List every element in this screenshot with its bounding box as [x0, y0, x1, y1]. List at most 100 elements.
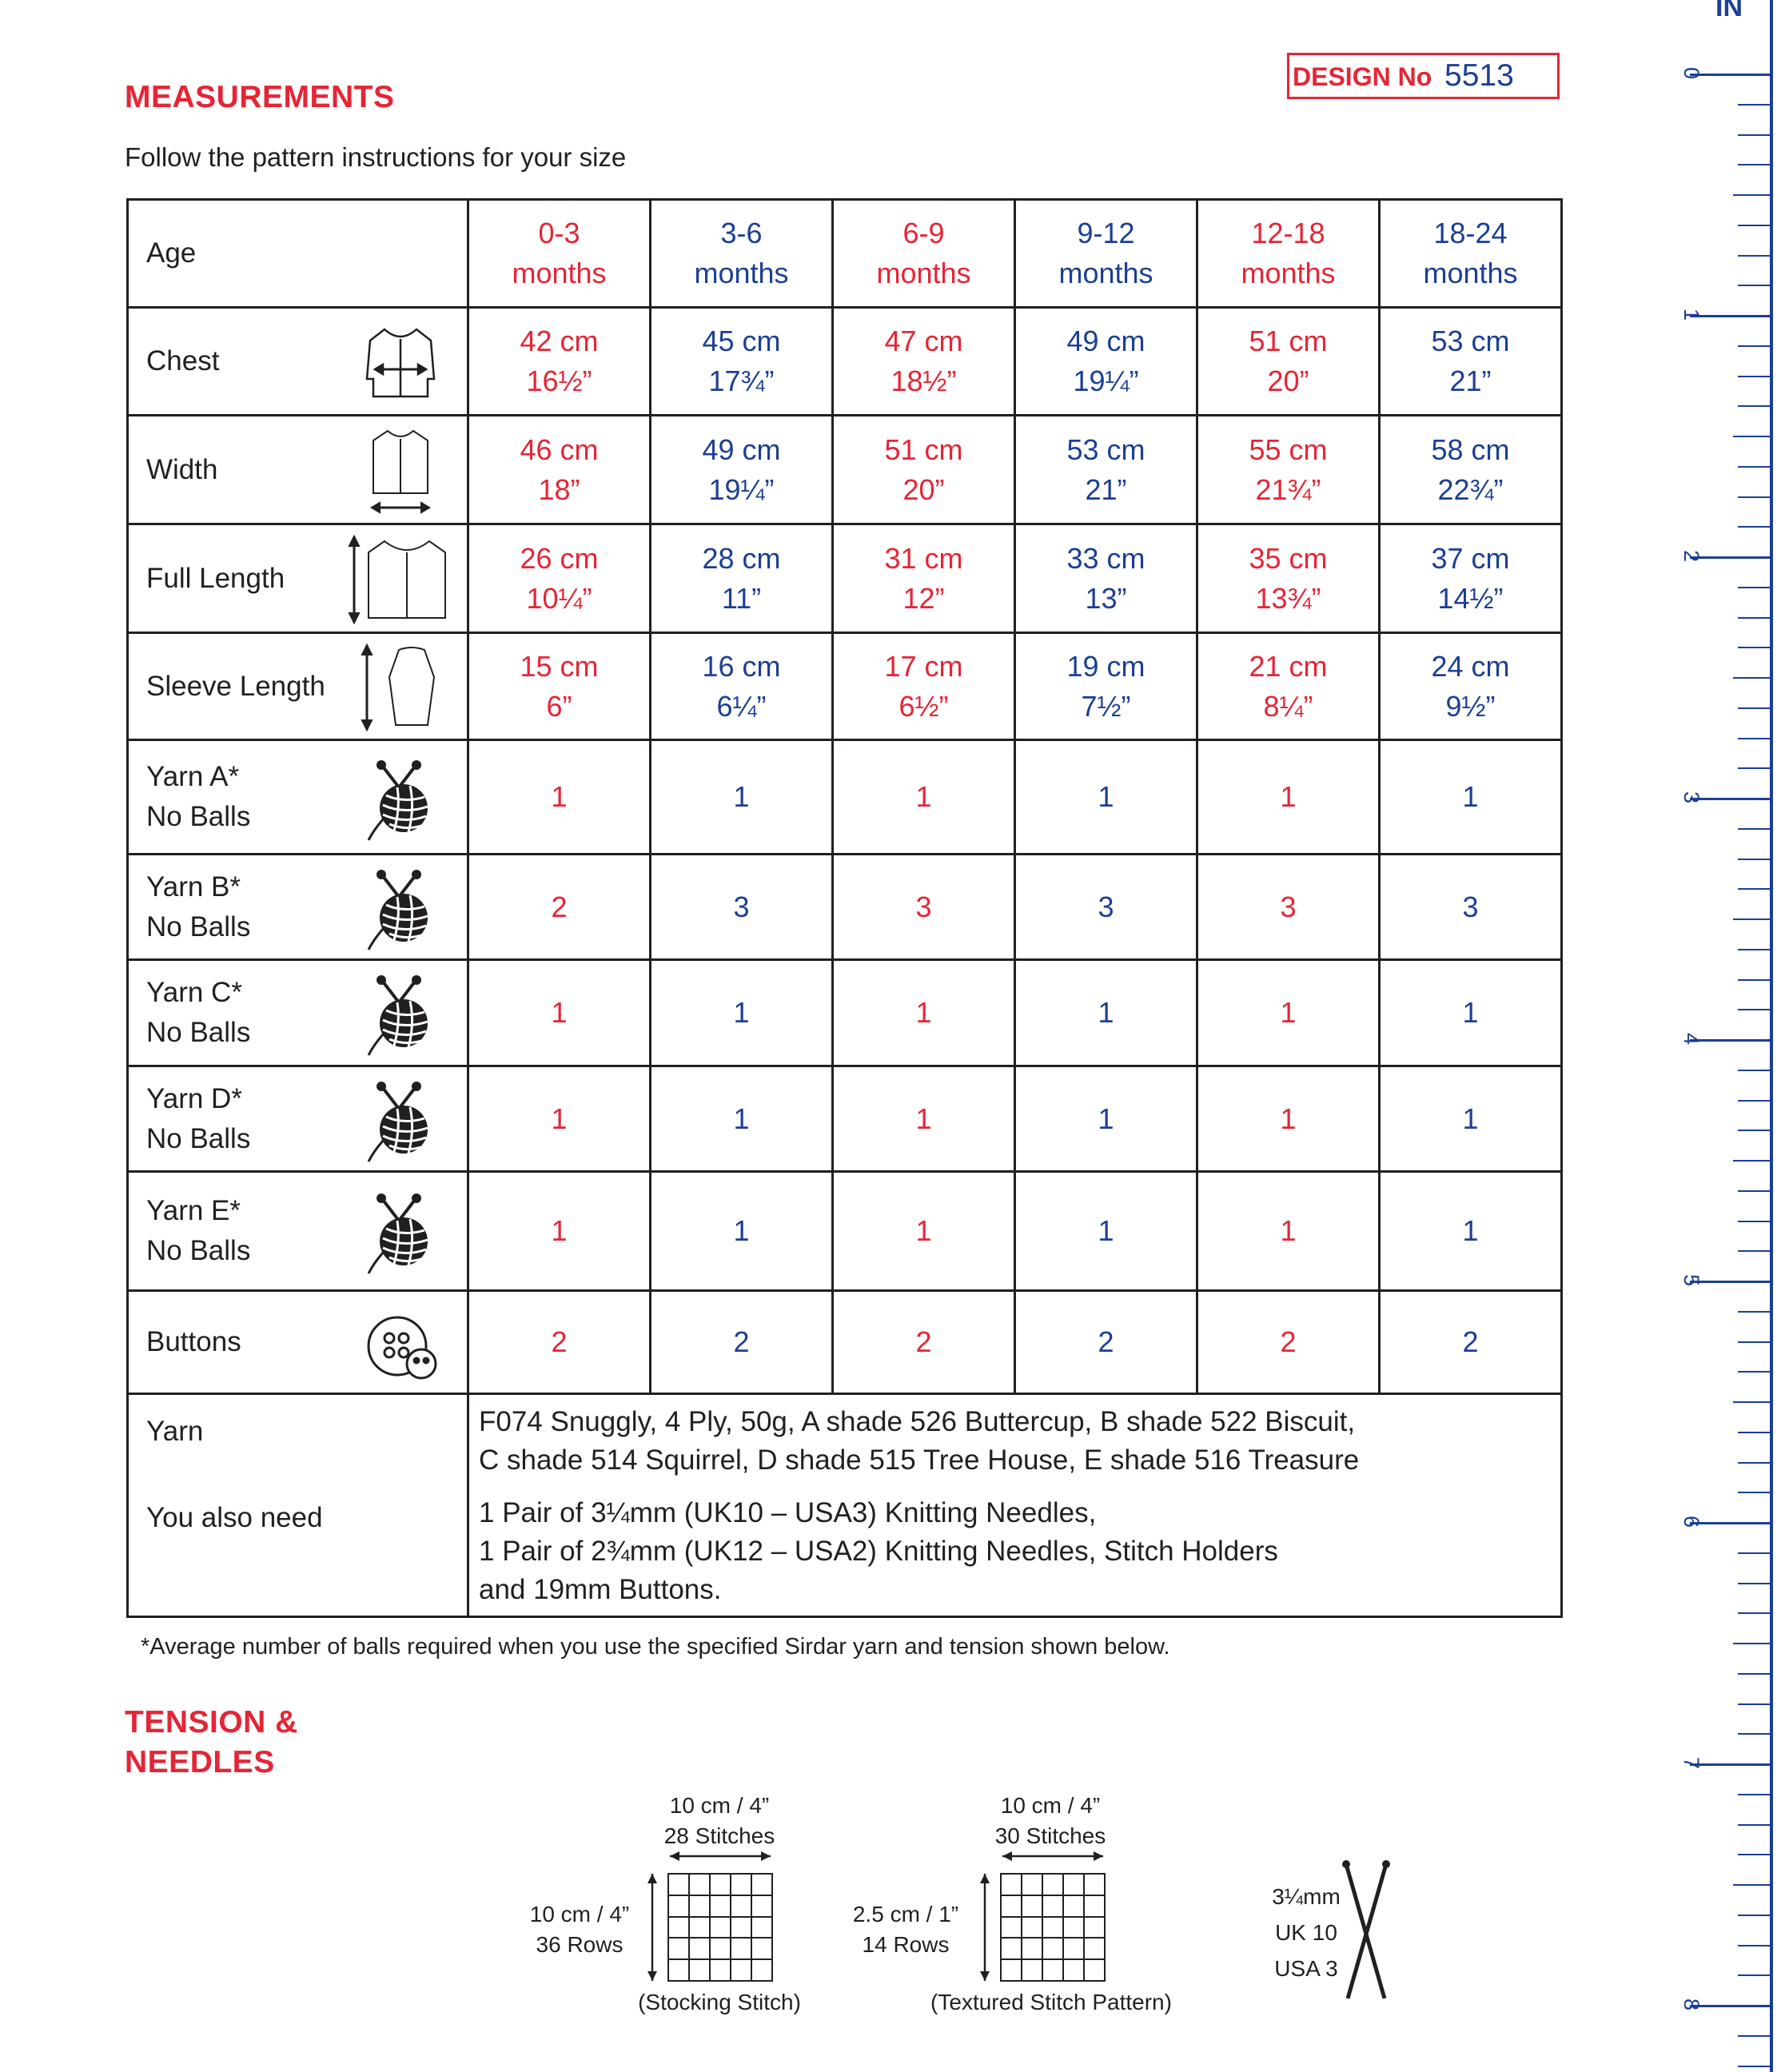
design-label: DESIGN No — [1293, 62, 1432, 91]
yarn-c-value-1: 1 — [649, 958, 834, 1067]
width-value-5: 58 cm 22¾” — [1378, 414, 1563, 525]
ruler-minor-tick — [1738, 1733, 1770, 1735]
ruler-minor-tick — [1738, 1824, 1770, 1826]
yarn-ball-icon — [367, 760, 428, 841]
yarn-d-value-4: 1 — [1196, 1065, 1381, 1173]
ruler-minor-tick — [1738, 1492, 1770, 1493]
ruler-minor-tick — [1738, 1190, 1770, 1192]
row-label-chest: Chest — [126, 306, 469, 416]
measurements-table: Age 0-3 months 3-6 months 6-9 months 9-12 mo… — [126, 198, 1563, 1618]
yarn-ball-icon — [367, 975, 428, 1056]
yarn-d-value-0: 1 — [467, 1065, 651, 1173]
ruler-minor-tick — [1738, 405, 1770, 407]
width-value-4: 55 cm 21¾” — [1196, 414, 1381, 525]
ruler-minor-tick — [1738, 1009, 1770, 1010]
table-row-materials: Yarn You also need F074 Snuggly, 4 Ply, … — [126, 1393, 1563, 1618]
yarn-e-value-0: 1 — [467, 1170, 651, 1292]
length-value-3: 33 cm 13” — [1014, 523, 1198, 634]
chest-value-2: 47 cm 18½” — [831, 306, 1016, 416]
ruler-minor-tick — [1738, 617, 1770, 619]
ruler-number-0: 0 — [1679, 66, 1704, 80]
also-text-3: and 19mm Buttons. — [479, 1574, 722, 1605]
ruler-minor-tick — [1738, 1432, 1770, 1433]
stocking-caption: (Stocking Stitch) — [638, 1990, 801, 2014]
tension-heading-line-2: NEEDLES — [125, 1745, 275, 1779]
ruler-minor-tick — [1733, 1884, 1770, 1886]
ruler-minor-tick — [1738, 1311, 1770, 1313]
length-value-0: 26 cm 10¼” — [467, 523, 651, 634]
stocking-width-label: 10 cm / 4” 28 Stitches — [663, 1793, 775, 1848]
ruler-minor-tick — [1738, 707, 1770, 709]
yarn-d-value-2: 1 — [831, 1065, 1016, 1173]
width-value-2: 51 cm 20” — [831, 414, 1016, 525]
chest-value-5: 53 cm 21” — [1378, 306, 1563, 416]
chest-value-1: 45 cm 17¾” — [649, 306, 834, 416]
materials-text: F074 Snuggly, 4 Ply, 50g, A shade 526 Bu… — [467, 1393, 1563, 1618]
ruler-minor-tick — [1738, 1673, 1770, 1675]
width-garment-icon — [370, 429, 431, 514]
footnote: *Average number of balls required when y… — [141, 1634, 1170, 1660]
table-row-age: Age 0-3 months 3-6 months 6-9 months 9-12 mo… — [126, 198, 1563, 309]
chest-garment-icon — [365, 328, 436, 398]
ruler-minor-tick — [1738, 104, 1770, 106]
measurements-heading: MEASUREMENTS — [125, 80, 395, 114]
ruler-minor-tick — [1738, 1221, 1770, 1222]
sleeve-value-2: 17 cm 6½” — [831, 632, 1016, 741]
length-value-2: 31 cm 12” — [831, 523, 1016, 634]
ruler-minor-tick — [1738, 1552, 1770, 1554]
ruler-minor-tick — [1738, 1371, 1770, 1373]
yarn-ball-icon — [367, 1193, 428, 1274]
row-label-sleeve-length: Sleeve Length — [126, 632, 469, 741]
yarn-a-value-0: 1 — [467, 739, 651, 855]
tension-heading-line-1: TENSION & — [125, 1705, 298, 1739]
ruler-minor-tick — [1738, 164, 1770, 165]
stocking-height-label: 10 cm / 4” 36 Rows — [529, 1902, 630, 1957]
age-0-3: 0-3 months — [467, 198, 651, 309]
row-label-yarn-e: Yarn E* No Balls — [126, 1170, 469, 1292]
ruler-minor-tick — [1733, 436, 1770, 437]
also-text-1: 1 Pair of 3¼mm (UK10 – USA3) Knitting Ne… — [479, 1497, 1097, 1528]
ruler-minor-tick — [1738, 285, 1770, 286]
yarn-label: Yarn — [146, 1416, 204, 1447]
ruler-minor-tick — [1738, 888, 1770, 890]
yarn-text-2: C shade 514 Squirrel, D shade 515 Tree H… — [479, 1444, 1360, 1476]
yarn-c-value-3: 1 — [1014, 958, 1198, 1067]
yarn-b-value-1: 3 — [649, 853, 834, 961]
table-row-yarn-e: Yarn E* No Balls 1 1 1 1 1 1 — [126, 1170, 1563, 1292]
ruler-number-6: 6 — [1679, 1515, 1704, 1528]
yarn-b-value-0: 2 — [467, 853, 651, 961]
ruler-number-3: 3 — [1679, 791, 1704, 804]
yarn-ball-icon — [367, 1082, 428, 1162]
ruler-minor-tick — [1738, 1945, 1770, 1946]
ruler-minor-tick — [1738, 738, 1770, 739]
ruler-number-7: 7 — [1679, 1756, 1704, 1770]
buttons-value-4: 2 — [1196, 1289, 1381, 1395]
ruler-minor-tick — [1738, 496, 1770, 498]
ruler-major-tick — [1690, 1522, 1770, 1524]
ruler-minor-tick — [1738, 2066, 1770, 2067]
sleeve-value-1: 16 cm 6¼” — [649, 632, 834, 741]
table-row-buttons: Buttons 2 2 2 2 2 2 — [126, 1289, 1563, 1395]
ruler-minor-tick — [1738, 1794, 1770, 1795]
row-label-width: Width — [126, 414, 469, 525]
tension-heading: TENSION & NEEDLES — [125, 1703, 298, 1783]
subtitle: Follow the pattern instructions for your… — [125, 142, 627, 172]
sleeve-value-5: 24 cm 9½” — [1378, 632, 1563, 741]
ruler-minor-tick — [1738, 376, 1770, 377]
yarn-b-value-2: 3 — [831, 853, 1016, 961]
yarn-c-value-0: 1 — [467, 958, 651, 1067]
width-value-3: 53 cm 21” — [1014, 414, 1198, 525]
ruler-minor-tick — [1738, 255, 1770, 257]
sleeve-icon — [361, 643, 436, 732]
sleeve-value-0: 15 cm 6” — [467, 632, 651, 741]
table-row-chest: Chest 42 cm 16½” 45 cm 17¾” 47 cm 18½” 49 c… — [126, 306, 1563, 416]
table-row-yarn-c: Yarn C* No Balls 1 1 1 1 1 1 — [126, 958, 1563, 1067]
ruler-major-tick — [1690, 1039, 1770, 1042]
buttons-value-5: 2 — [1378, 1289, 1563, 1395]
ruler-unit-label: IN — [1715, 0, 1743, 22]
ruler-minor-tick — [1738, 1703, 1770, 1705]
button-icon — [367, 1316, 437, 1380]
yarn-b-value-5: 3 — [1378, 853, 1563, 961]
ruler-number-5: 5 — [1679, 1273, 1704, 1287]
sleeve-value-3: 19 cm 7½” — [1014, 632, 1198, 741]
